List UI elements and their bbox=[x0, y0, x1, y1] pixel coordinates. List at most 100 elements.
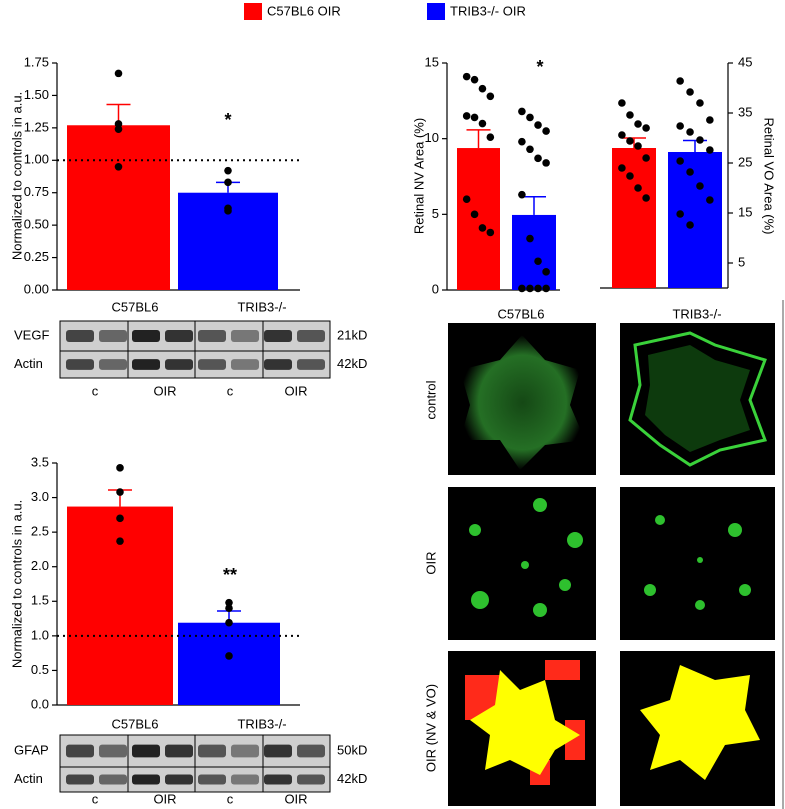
blot-band bbox=[297, 744, 325, 758]
y-tick-label: 1.75 bbox=[24, 54, 49, 69]
blot-band bbox=[297, 330, 325, 342]
data-point bbox=[116, 537, 124, 545]
image-oir-ko bbox=[620, 487, 775, 640]
y-tick-label: 25 bbox=[738, 154, 752, 169]
data-point bbox=[626, 137, 634, 145]
data-point bbox=[642, 154, 650, 162]
bar bbox=[67, 125, 170, 291]
data-point bbox=[486, 92, 495, 101]
blot-band bbox=[99, 774, 127, 785]
data-point bbox=[618, 164, 626, 172]
blot-size: 21kD bbox=[337, 327, 367, 342]
y-tick-label: 45 bbox=[738, 54, 752, 69]
data-point bbox=[626, 111, 634, 119]
data-point bbox=[642, 194, 650, 202]
blot-band bbox=[264, 359, 292, 370]
data-point bbox=[470, 210, 479, 219]
blot-band bbox=[66, 359, 94, 370]
data-point bbox=[686, 221, 694, 229]
blot-lane: c bbox=[227, 791, 234, 806]
blot-size: 42kD bbox=[337, 356, 367, 371]
data-point bbox=[618, 131, 626, 139]
blot-band bbox=[264, 774, 292, 785]
data-point bbox=[686, 168, 694, 176]
data-point bbox=[225, 604, 233, 612]
significance: ** bbox=[223, 565, 237, 585]
y-axis-label: Normalized to controls in a.u. bbox=[9, 500, 24, 668]
data-point bbox=[478, 224, 487, 232]
blot-band bbox=[231, 330, 259, 342]
image-column-label: C57BL6 bbox=[498, 306, 545, 321]
data-point bbox=[116, 514, 124, 523]
data-point bbox=[618, 99, 626, 107]
blot-band bbox=[99, 744, 127, 758]
data-point bbox=[626, 172, 634, 180]
data-point bbox=[114, 69, 123, 78]
data-point bbox=[706, 116, 714, 124]
data-point bbox=[642, 124, 650, 132]
retina-shape bbox=[628, 331, 768, 467]
y-tick-label: 15 bbox=[738, 204, 752, 219]
data-point bbox=[518, 190, 526, 199]
y-tick-label: 5 bbox=[432, 206, 439, 221]
blot-band bbox=[165, 359, 193, 370]
y-tick-label: 0.75 bbox=[24, 184, 49, 199]
blot-band bbox=[231, 359, 259, 370]
data-point bbox=[634, 120, 642, 128]
significance: * bbox=[224, 110, 231, 130]
blot-size: 50kD bbox=[337, 742, 367, 757]
blot-band bbox=[165, 330, 193, 342]
blot-band bbox=[264, 744, 292, 758]
data-point bbox=[114, 125, 123, 133]
y-tick-label: 15 bbox=[425, 54, 439, 69]
data-point bbox=[462, 112, 471, 120]
blot-band bbox=[198, 744, 226, 758]
y-tick-label: 3.5 bbox=[31, 454, 49, 469]
data-point bbox=[676, 157, 684, 165]
legend-label: TRIB3-/- OIR bbox=[450, 3, 526, 18]
y-tick-label: 0.0 bbox=[31, 696, 49, 711]
blot-band bbox=[165, 744, 193, 758]
data-point bbox=[224, 166, 232, 175]
data-point bbox=[706, 196, 714, 204]
data-point bbox=[470, 75, 479, 84]
bar bbox=[178, 622, 280, 705]
y-tick-label: 1.50 bbox=[24, 87, 49, 102]
blot-lane: c bbox=[227, 383, 234, 398]
data-point bbox=[526, 145, 534, 154]
y-tick-label: 0.50 bbox=[24, 217, 49, 232]
data-point bbox=[542, 268, 550, 276]
bar bbox=[668, 152, 722, 288]
data-point bbox=[676, 77, 684, 85]
data-point bbox=[478, 119, 487, 128]
data-point bbox=[486, 228, 495, 237]
blot-group: C57BL6 bbox=[112, 716, 159, 731]
data-point bbox=[225, 598, 233, 607]
blot-band bbox=[231, 774, 259, 785]
data-point bbox=[116, 464, 124, 472]
retina-shape bbox=[645, 345, 750, 452]
blot-lane: OIR bbox=[284, 383, 307, 398]
blot-lane: OIR bbox=[153, 791, 176, 806]
blots bbox=[59, 320, 331, 793]
blot-band bbox=[231, 744, 259, 758]
blot-size: 42kD bbox=[337, 771, 367, 786]
data-point bbox=[534, 257, 542, 266]
data-point bbox=[526, 113, 534, 122]
y-tick-label: 1.5 bbox=[31, 593, 49, 608]
data-point bbox=[470, 113, 479, 122]
y-tick-label: 2.5 bbox=[31, 524, 49, 539]
data-point bbox=[518, 137, 526, 146]
blot-group: C57BL6 bbox=[112, 299, 159, 314]
data-point bbox=[224, 204, 232, 213]
data-point bbox=[526, 234, 534, 243]
data-point bbox=[676, 122, 684, 130]
y-axis-label: Retinal NV Area (%) bbox=[411, 118, 426, 234]
bar bbox=[612, 148, 656, 288]
data-point bbox=[114, 162, 123, 171]
y-tick-label: 1.00 bbox=[24, 152, 49, 167]
bar bbox=[457, 148, 500, 290]
data-point bbox=[225, 652, 233, 660]
blot-band bbox=[99, 330, 127, 342]
